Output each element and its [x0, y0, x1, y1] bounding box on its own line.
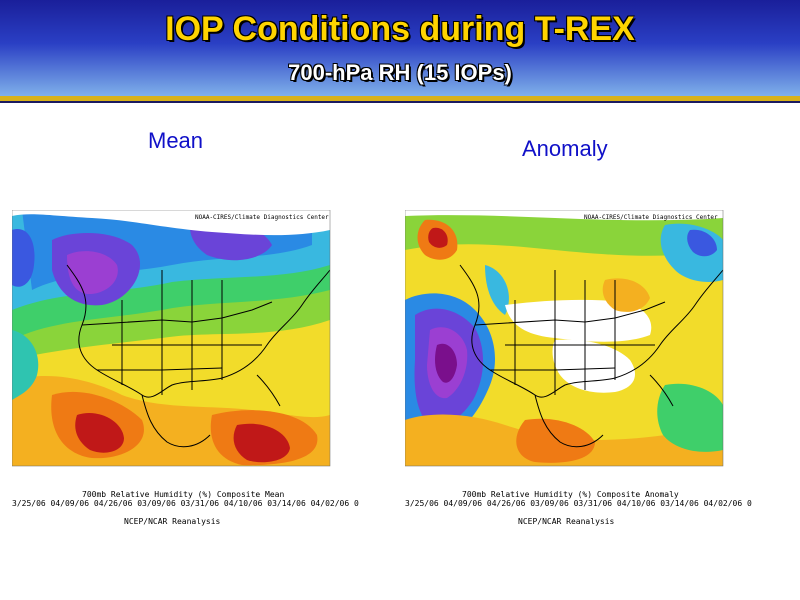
mean-credit: NOAA-CIRES/Climate Diagnostics Center	[195, 214, 329, 221]
mean-panel-title: Mean	[148, 128, 204, 153]
mean-dates: 3/25/06 04/09/06 04/26/06 03/09/06 03/31…	[12, 499, 359, 508]
slide-title: IOP Conditions during T-REX	[165, 10, 635, 48]
mean-caption: 700mb Relative Humidity (%) Composite Me…	[82, 490, 285, 499]
anomaly-rh-field	[405, 210, 723, 466]
anomaly-panel-title: Anomaly	[522, 136, 608, 161]
header-divider	[0, 96, 800, 101]
anomaly-source: NCEP/NCAR Reanalysis	[518, 517, 615, 526]
mean-source: NCEP/NCAR Reanalysis	[124, 517, 221, 526]
anomaly-rh-map: 20151050-5-10-15-20	[405, 210, 724, 467]
anomaly-dates: 3/25/06 04/09/06 04/26/06 03/09/06 03/31…	[405, 499, 752, 508]
mean-rh-map: 706050403020	[12, 210, 331, 467]
slide-subtitle: 700-hPa RH (15 IOPs)	[288, 60, 512, 85]
header-divider-shadow	[0, 101, 800, 103]
anomaly-credit: NOAA-CIRES/Climate Diagnostics Center	[584, 214, 718, 221]
mean-rh-field	[12, 210, 330, 466]
slide-header	[0, 0, 800, 96]
anomaly-caption: 700mb Relative Humidity (%) Composite An…	[462, 490, 679, 499]
